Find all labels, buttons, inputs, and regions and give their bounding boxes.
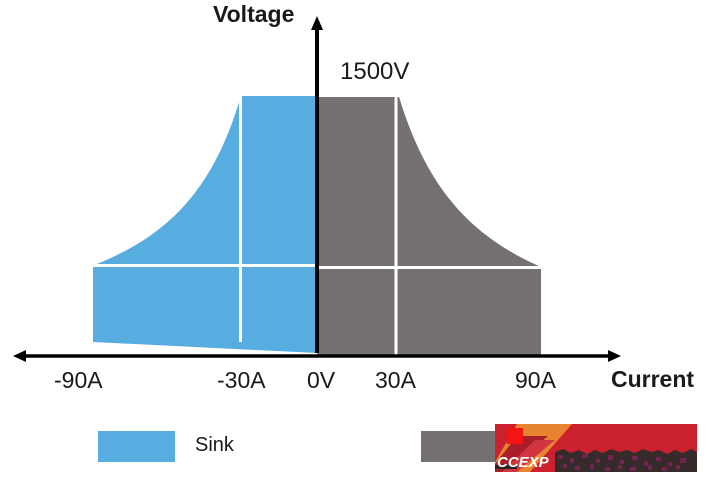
svg-text:CCEXP: CCEXP [497,454,550,471]
